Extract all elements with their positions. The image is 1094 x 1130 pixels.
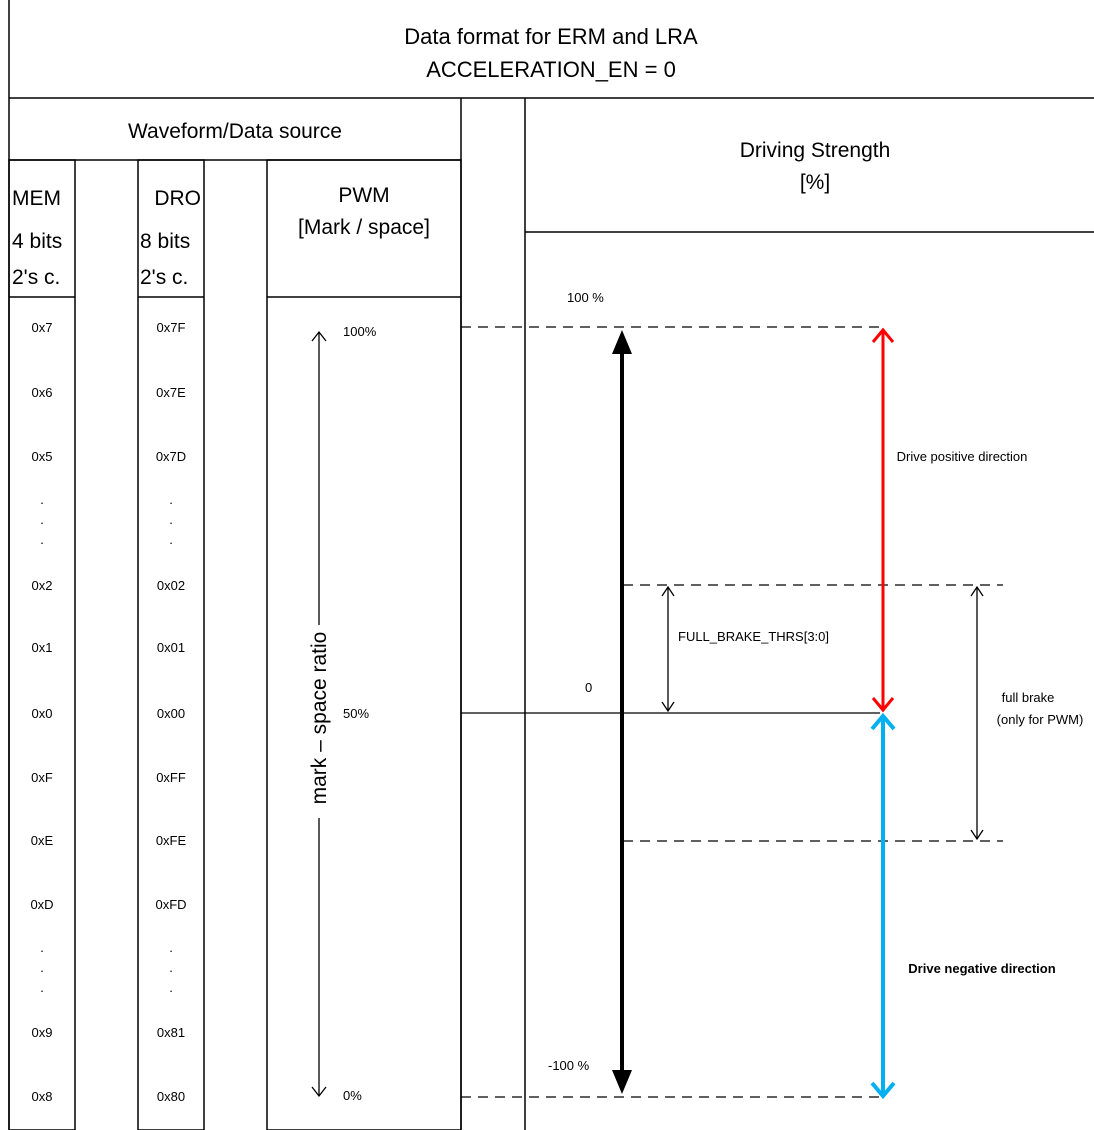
mem-value: 0x1	[32, 640, 53, 655]
mem-value: .	[40, 512, 44, 527]
dro-value: 0x02	[157, 578, 185, 593]
dro-value: 0x7F	[157, 320, 186, 335]
dro-value: 0x01	[157, 640, 185, 655]
full-brake-label: full brake	[1002, 690, 1055, 705]
dro-column-bits: 8 bits	[140, 230, 190, 253]
dro-value: 0x7E	[156, 385, 186, 400]
mem-value: 0x9	[32, 1025, 53, 1040]
dro-value: 0x80	[157, 1089, 185, 1104]
waveform-source-header: Waveform/Data source	[128, 120, 342, 143]
title-line1: Data format for ERM and LRA	[404, 24, 698, 49]
negative-direction-arrow	[870, 712, 896, 1100]
positive-direction-arrow	[871, 327, 895, 713]
value-rows: 0x7 0x7F 0x6 0x7E 0x5 0x7D..... . 0x2 0x02 0x1 0x0…	[30, 320, 186, 1104]
pwm-bottom-label: 0%	[343, 1088, 362, 1103]
mem-value: .	[40, 960, 44, 975]
driving-strength-unit: [%]	[800, 171, 830, 194]
pwm-column-subtitle: [Mark / space]	[298, 216, 430, 239]
level-bottom-label: -100 %	[548, 1058, 590, 1073]
mark-space-ratio-label: mark – space ratio	[308, 632, 331, 805]
dro-value: 0xFF	[156, 770, 186, 785]
mem-column-bits: 4 bits	[12, 230, 62, 253]
dro-value: 0xFD	[155, 897, 186, 912]
level-top-label: 100 %	[567, 290, 604, 305]
positive-direction-label: Drive positive direction	[897, 449, 1028, 464]
title-line2: ACCELERATION_EN = 0	[426, 57, 676, 82]
mem-value: 0x0	[32, 706, 53, 721]
threshold-label: FULL_BRAKE_THRS[3:0]	[678, 629, 829, 644]
dro-value: 0xFE	[156, 833, 187, 848]
mem-value: 0xD	[30, 897, 53, 912]
mem-value: 0x6	[32, 385, 53, 400]
frame	[8, 0, 1094, 1130]
mem-value: 0x5	[32, 449, 53, 464]
dro-value: .	[169, 980, 173, 995]
dro-value: 0x81	[157, 1025, 185, 1040]
threshold-bracket	[661, 585, 675, 713]
dro-value: .	[169, 532, 173, 547]
dro-value: 0x7D	[156, 449, 186, 464]
level-zero-label: 0	[585, 680, 592, 695]
dro-value: .	[169, 512, 173, 527]
dro-value: .	[169, 492, 173, 507]
driving-strength-header: Driving Strength	[740, 139, 891, 162]
mem-value: .	[40, 980, 44, 995]
mem-value: 0x7	[32, 320, 53, 335]
dro-column-format: 2's c.	[140, 266, 188, 289]
mem-value: 0xE	[31, 833, 54, 848]
driving-strength-axis	[612, 330, 632, 1094]
dro-column-name: DRO	[154, 187, 201, 210]
mem-value: 0xF	[31, 770, 53, 785]
negative-direction-label: Drive negative direction	[908, 961, 1055, 976]
full-brake-bracket	[970, 585, 984, 841]
pwm-scale: 100% 50% 0% mark – space ratio	[308, 324, 377, 1103]
pwm-column-name: PWM	[338, 184, 389, 207]
reference-lines	[461, 326, 1003, 1098]
dro-value: .	[169, 940, 173, 955]
mem-value: 0x2	[32, 578, 53, 593]
mem-value: .	[40, 492, 44, 507]
dro-value: 0x00	[157, 706, 185, 721]
mem-value: .	[40, 532, 44, 547]
dro-value: .	[169, 960, 173, 975]
mem-value: .	[40, 940, 44, 955]
pwm-top-label: 100%	[343, 324, 377, 339]
pwm-mid-label: 50%	[343, 706, 369, 721]
full-brake-note: (only for PWM)	[997, 712, 1084, 727]
mem-column-name: MEM	[12, 187, 61, 210]
mem-value: 0x8	[32, 1089, 53, 1104]
mem-column-format: 2's c.	[12, 266, 60, 289]
